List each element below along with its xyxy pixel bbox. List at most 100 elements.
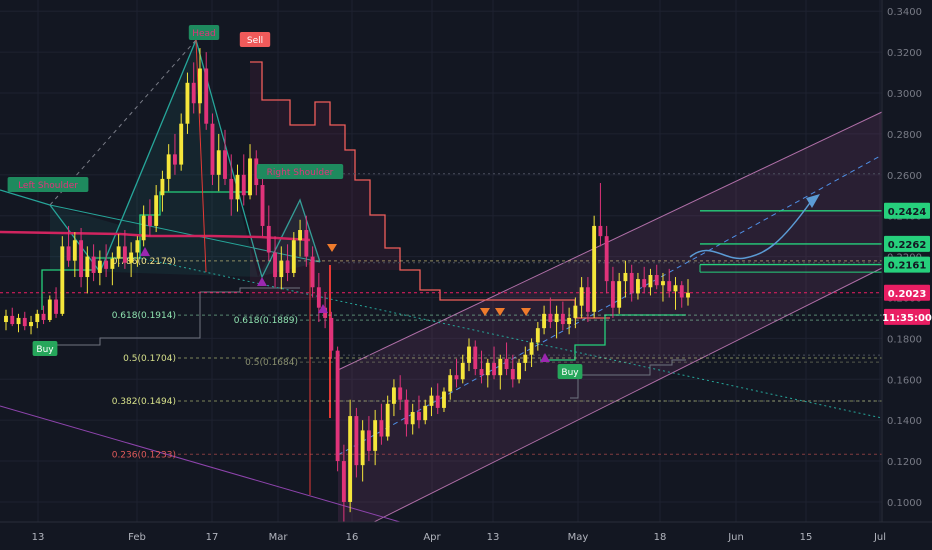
price-tag-bg-1 bbox=[884, 235, 930, 252]
candle-body-71 bbox=[448, 375, 453, 392]
candle-body-95 bbox=[598, 225, 603, 237]
candle-body-91 bbox=[573, 305, 578, 318]
candle-body-63 bbox=[398, 387, 403, 400]
fib-label-1: 0.618(0.1914) bbox=[112, 311, 176, 321]
candle-body-1 bbox=[10, 315, 15, 325]
candle-body-42 bbox=[266, 225, 271, 253]
price-tag-bg-4 bbox=[884, 308, 930, 325]
signal-label-0: Buy bbox=[36, 345, 54, 355]
price-tag-text-2: 0.2161 bbox=[888, 261, 927, 272]
pivot-triangle-2 bbox=[318, 304, 328, 313]
price-tag-text-4: 11:35:00 bbox=[882, 313, 932, 324]
price-tick-12: 0.1000 bbox=[887, 498, 922, 509]
candle-body-89 bbox=[560, 313, 565, 325]
time-tick-10: 15 bbox=[800, 532, 813, 543]
candle-body-33 bbox=[210, 123, 215, 175]
indicator-overlays bbox=[0, 38, 883, 537]
candle-body-49 bbox=[310, 256, 315, 288]
price-axis-bg bbox=[882, 0, 932, 550]
candle-body-93 bbox=[585, 287, 590, 312]
candle-body-73 bbox=[460, 362, 465, 380]
price-tag-text-3: 0.2023 bbox=[888, 289, 927, 300]
candle-body-54 bbox=[341, 461, 346, 502]
signal-box-4 bbox=[7, 177, 89, 192]
candle-body-41 bbox=[260, 185, 265, 226]
fib-label-2: 0.618(0.1889) bbox=[234, 316, 298, 326]
candle-body-77 bbox=[485, 362, 490, 376]
signal-label-5: Right Shoulder bbox=[267, 168, 334, 178]
candle-body-66 bbox=[417, 411, 421, 421]
candle-body-86 bbox=[542, 313, 547, 329]
fib-label-6: 0.236(0.1233) bbox=[112, 450, 176, 460]
time-tick-11: Jul bbox=[873, 532, 886, 543]
candle-body-84 bbox=[529, 342, 534, 355]
candle-body-4 bbox=[29, 322, 33, 327]
candle-body-2 bbox=[16, 317, 21, 325]
time-tick-5: Apr bbox=[423, 532, 441, 543]
candle-body-17 bbox=[110, 258, 115, 269]
candle-body-67 bbox=[423, 405, 428, 421]
price-tick-0: 0.3400 bbox=[887, 7, 922, 18]
candle-body-10 bbox=[66, 246, 71, 261]
candle-body-45 bbox=[285, 260, 290, 273]
fib-label-5: 0.382(0.1494) bbox=[112, 397, 176, 407]
candle-body-14 bbox=[91, 256, 96, 273]
time-tick-0: 13 bbox=[32, 532, 45, 543]
time-tick-2: 17 bbox=[206, 532, 219, 543]
price-tick-4: 0.2600 bbox=[887, 171, 922, 182]
fib-label-0: 0.786(0.2179) bbox=[112, 257, 176, 267]
price-tick-8: 0.1800 bbox=[887, 334, 922, 345]
down-triangle-1 bbox=[495, 308, 505, 316]
candle-body-60 bbox=[379, 420, 384, 437]
candle-body-90 bbox=[567, 317, 572, 325]
candle-body-92 bbox=[579, 287, 584, 306]
time-tick-9: Jun bbox=[727, 532, 744, 543]
candle-body-47 bbox=[298, 230, 303, 241]
lower-trendline bbox=[0, 405, 401, 523]
candle-body-109 bbox=[686, 292, 690, 298]
candle-body-39 bbox=[248, 158, 252, 196]
fib-label-3: 0.5(0.1704) bbox=[123, 354, 176, 364]
candle-body-5 bbox=[35, 313, 40, 323]
candle-body-30 bbox=[191, 82, 196, 104]
candle-body-36 bbox=[229, 178, 234, 200]
candle-body-82 bbox=[517, 362, 522, 380]
candle-body-35 bbox=[223, 150, 227, 179]
signal-box-1 bbox=[557, 364, 583, 379]
price-axis: 0.34000.32000.30000.28000.26000.24000.22… bbox=[881, 0, 932, 550]
channel-mid bbox=[337, 154, 883, 456]
candle-body-104 bbox=[654, 275, 659, 286]
candle-body-80 bbox=[504, 358, 509, 370]
signal-box-3 bbox=[188, 25, 220, 40]
candle-body-25 bbox=[160, 178, 165, 196]
candle-body-81 bbox=[510, 369, 515, 380]
candle-body-44 bbox=[279, 260, 284, 278]
time-tick-3: Mar bbox=[269, 532, 289, 543]
candle-body-55 bbox=[348, 416, 353, 502]
signal-markers: Buy Buy Sell Head Left Shoulder Right Shoulde… bbox=[7, 25, 583, 379]
candle-body-34 bbox=[216, 150, 221, 175]
candle-body-52 bbox=[329, 317, 334, 351]
candle-body-106 bbox=[667, 281, 672, 292]
pivot-triangle-3 bbox=[540, 353, 550, 362]
price-tick-11: 0.1200 bbox=[887, 457, 922, 468]
candle-body-43 bbox=[273, 252, 277, 278]
sell-zone-fill bbox=[250, 62, 400, 300]
candle-body-29 bbox=[185, 82, 190, 124]
candle-body-0 bbox=[4, 315, 8, 323]
candle-body-88 bbox=[554, 313, 559, 323]
signal-label-2: Sell bbox=[247, 36, 263, 46]
candle-body-87 bbox=[548, 313, 553, 323]
signal-box-0 bbox=[32, 341, 58, 356]
candle-body-64 bbox=[404, 399, 409, 425]
candle-body-98 bbox=[617, 281, 622, 308]
price-tick-10: 0.1400 bbox=[887, 416, 922, 427]
candle-body-6 bbox=[41, 313, 46, 320]
candle-body-9 bbox=[60, 246, 65, 314]
candle-body-83 bbox=[523, 354, 528, 363]
candle-body-46 bbox=[291, 240, 296, 273]
time-axis-bg bbox=[0, 522, 932, 550]
candle-body-59 bbox=[373, 420, 378, 451]
